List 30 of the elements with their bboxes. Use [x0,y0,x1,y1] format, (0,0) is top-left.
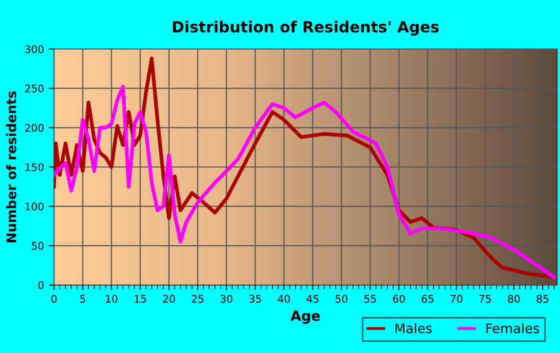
x-tick-label: 40 [278,294,290,303]
y-tick-label: 50 [32,242,44,250]
y-tick-label: 200 [25,124,44,132]
x-tick-label: 70 [450,294,462,303]
x-tick-label: 45 [306,295,318,303]
x-axis-title: Age [290,310,320,324]
x-tick-label: 80 [508,294,520,303]
x-tick-label: 15 [134,295,146,303]
x-tick-label: 30 [220,294,232,303]
legend-label: Males [396,323,432,334]
x-tick-label: 35 [249,294,261,303]
x-tick-label: 25 [192,294,204,303]
x-tick-label: 0 [51,294,57,303]
x-tick-label: 85 [536,294,548,303]
legend-label: Females [486,323,540,334]
y-tick-label: 250 [25,84,44,92]
x-tick-label: 55 [364,295,376,303]
y-tick-label: 100 [26,202,44,210]
x-tick-label: 10 [106,294,118,303]
x-tick-label: 50 [336,294,348,303]
x-tick-label: 60 [393,294,405,303]
y-tick-label: 0 [38,281,44,290]
x-tick-label: 65 [422,294,434,303]
chart-title: Distribution of Residents' Ages [172,20,439,36]
x-tick-label: 5 [80,295,86,303]
y-tick-label: 300 [25,45,44,54]
x-tick-label: 20 [163,294,175,303]
y-axis-title: Number of residents [6,91,16,242]
y-tick-label: 150 [26,163,44,172]
x-tick-label: 75 [479,295,491,303]
